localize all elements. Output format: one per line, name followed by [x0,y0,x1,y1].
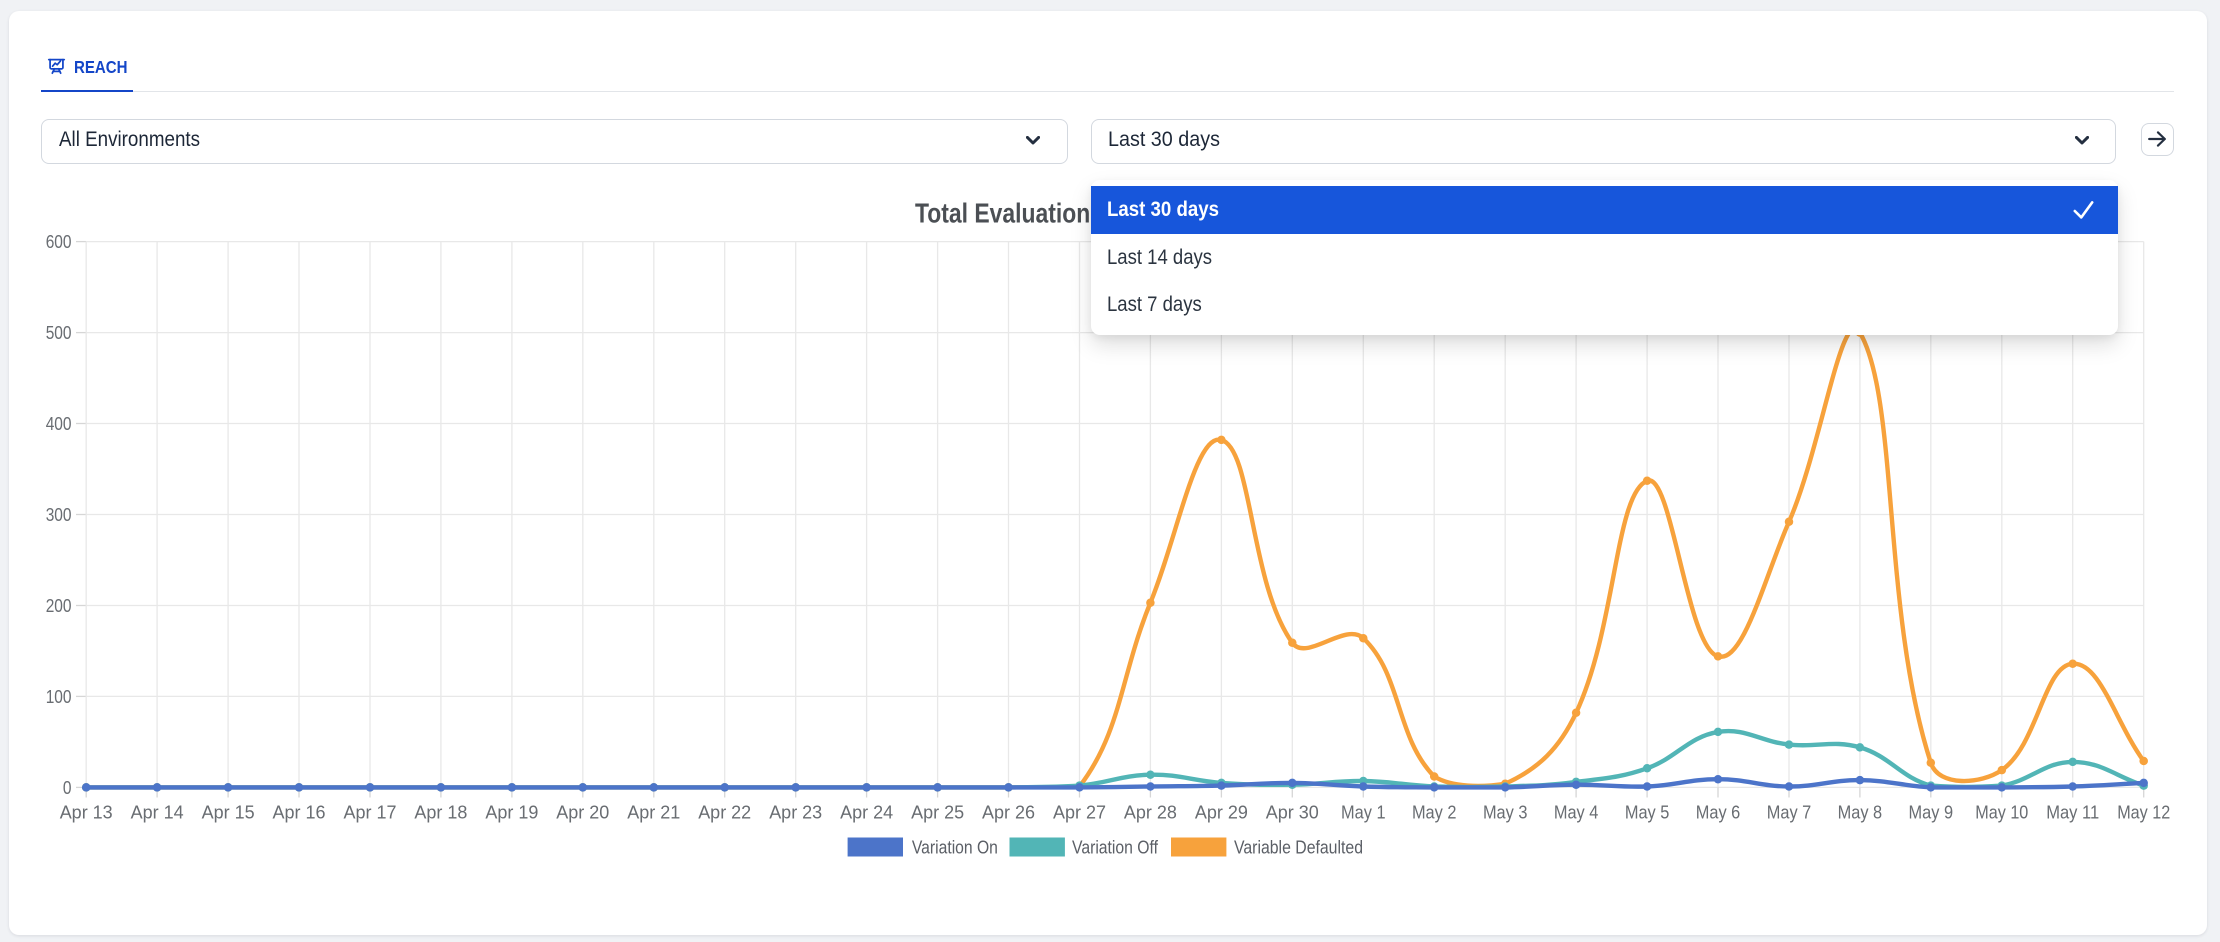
svg-text:May 2: May 2 [1412,801,1457,822]
svg-text:Apr 22: Apr 22 [698,801,751,822]
svg-text:300: 300 [46,504,72,525]
svg-text:Apr 26: Apr 26 [982,801,1035,822]
svg-text:Variation On: Variation On [912,837,998,858]
svg-text:May 7: May 7 [1767,801,1812,822]
svg-text:Apr 13: Apr 13 [60,801,113,822]
svg-text:Apr 25: Apr 25 [911,801,964,822]
svg-text:Apr 23: Apr 23 [769,801,822,822]
svg-text:May 10: May 10 [1975,801,2028,822]
svg-text:May 11: May 11 [2046,801,2099,822]
svg-text:May 5: May 5 [1625,801,1670,822]
svg-text:May 9: May 9 [1909,801,1954,822]
svg-text:Apr 20: Apr 20 [556,801,609,822]
svg-text:Apr 30: Apr 30 [1266,801,1319,822]
svg-text:0: 0 [63,777,72,798]
svg-text:May 3: May 3 [1483,801,1528,822]
svg-text:Apr 18: Apr 18 [414,801,467,822]
svg-text:Apr 19: Apr 19 [485,801,538,822]
svg-text:Apr 28: Apr 28 [1124,801,1177,822]
svg-text:Variation Off: Variation Off [1072,837,1159,858]
svg-text:200: 200 [46,595,72,616]
svg-text:Apr 21: Apr 21 [627,801,680,822]
svg-text:Apr 16: Apr 16 [273,801,326,822]
svg-text:Apr 24: Apr 24 [840,801,893,822]
svg-text:Apr 17: Apr 17 [344,801,397,822]
svg-text:100: 100 [46,686,72,707]
svg-text:Total Evaluations: Total Evaluations [915,198,1103,229]
svg-text:Apr 15: Apr 15 [202,801,255,822]
svg-text:May 4: May 4 [1554,801,1599,822]
svg-text:Apr 27: Apr 27 [1053,801,1106,822]
svg-text:500: 500 [46,322,72,343]
svg-text:May 6: May 6 [1696,801,1741,822]
svg-text:May 1: May 1 [1341,801,1386,822]
svg-text:May 12: May 12 [2117,801,2170,822]
svg-text:May 8: May 8 [1838,801,1883,822]
svg-text:Variable Defaulted: Variable Defaulted [1234,837,1363,858]
svg-text:Apr 29: Apr 29 [1195,801,1248,822]
svg-text:Apr 14: Apr 14 [131,801,184,822]
svg-text:600: 600 [46,231,72,252]
svg-text:400: 400 [46,413,72,434]
